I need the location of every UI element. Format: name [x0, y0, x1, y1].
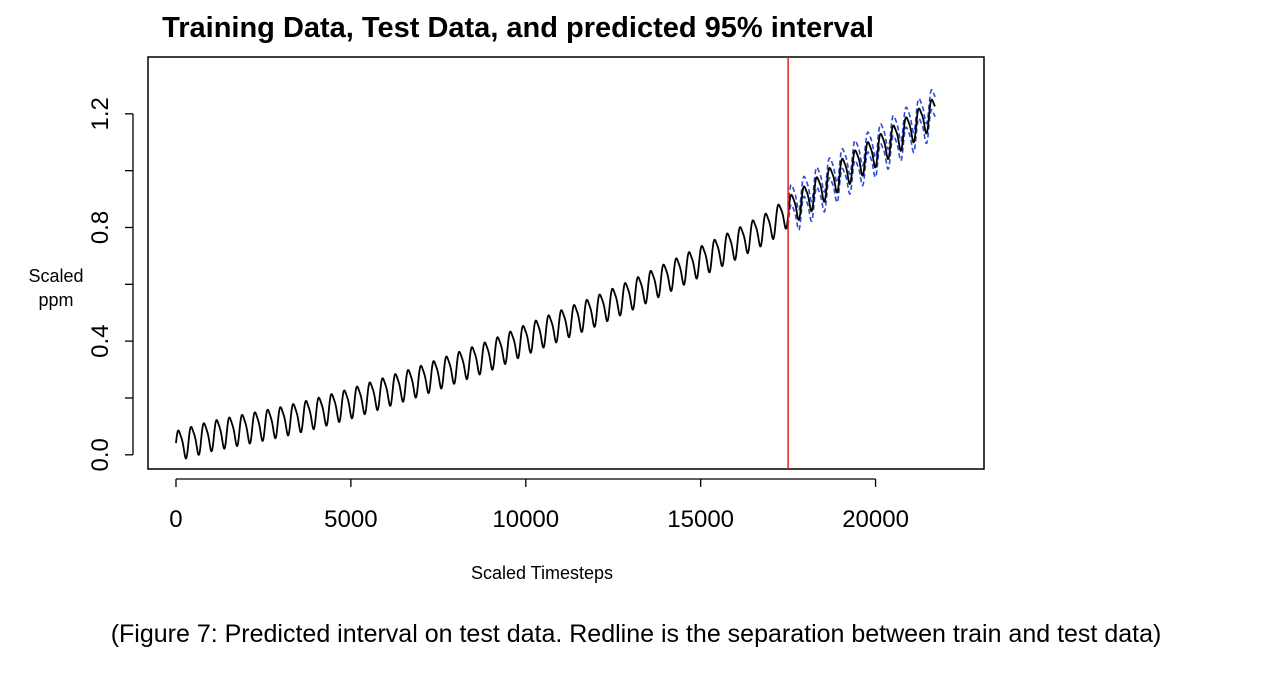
y-tick-label: 0.4 [87, 324, 114, 357]
data-line [175, 98, 936, 460]
x-tick-label: 15000 [667, 506, 734, 533]
interval-lower-line [787, 108, 936, 232]
x-tick-label: 20000 [842, 506, 909, 533]
figure-caption: (Figure 7: Predicted interval on test da… [110, 620, 1162, 648]
x-tick-label: 10000 [492, 506, 559, 533]
chart-ticks: 0 5000 10000 15000 20000 0.0 0.4 0.8 1.2 [87, 97, 909, 533]
plot-frame [147, 56, 985, 470]
chart-title: Training Data, Test Data, and predicted … [162, 12, 874, 44]
y-axis-label-line1: Scaled [28, 266, 83, 286]
interval-upper-line [787, 88, 936, 212]
chart-series [175, 57, 936, 469]
y-axis-label-line2: ppm [38, 290, 73, 310]
y-tick-label: 1.2 [87, 97, 114, 130]
x-axis-label: Scaled Timesteps [471, 563, 613, 583]
y-tick-label: 0.0 [87, 438, 114, 471]
chart-axes [132, 56, 985, 480]
x-tick-label: 0 [169, 506, 182, 533]
y-tick-label: 0.8 [87, 211, 114, 244]
x-tick-label: 5000 [324, 506, 377, 533]
